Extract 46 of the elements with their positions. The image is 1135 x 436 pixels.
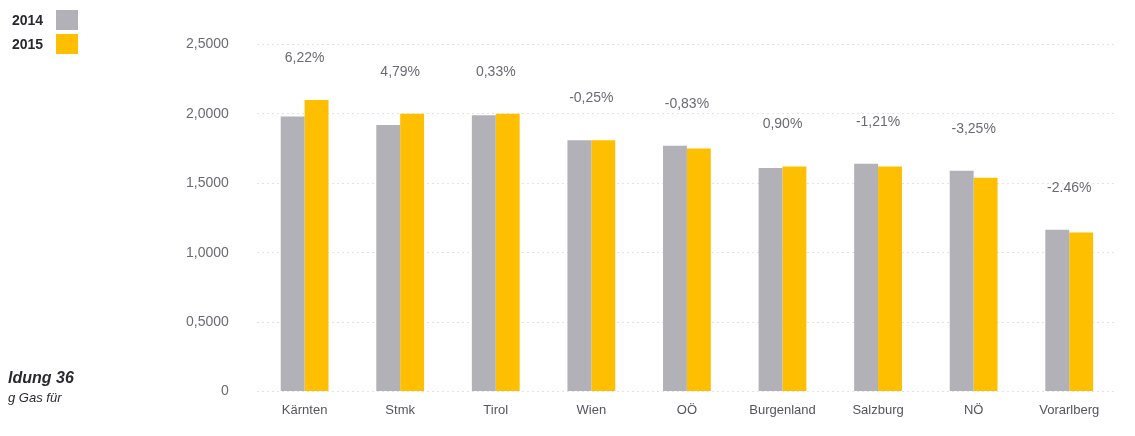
annotation: -3,25% — [951, 119, 996, 136]
y-tick-label: 0 — [221, 382, 230, 399]
x-tick-label: OÖ — [676, 401, 698, 417]
y-tick-label: 2,5000 — [185, 35, 230, 52]
bar — [686, 148, 711, 392]
x-tick-label: Burgenland — [749, 401, 816, 417]
bar — [758, 168, 783, 392]
y-tick-label: 2,0000 — [185, 104, 230, 121]
bar — [495, 113, 520, 392]
bar — [1045, 229, 1070, 392]
annotation: 0,90% — [762, 115, 803, 132]
x-tick-label: NÖ — [963, 401, 984, 417]
y-tick-label: 1,0000 — [185, 243, 230, 260]
x-tick-label: Stmk — [385, 401, 416, 417]
x-tick-label: Vorarlberg — [1039, 401, 1100, 417]
bar — [567, 140, 592, 392]
bar — [400, 113, 425, 392]
x-tick-label: Salzburg — [852, 401, 904, 417]
bar — [878, 166, 902, 392]
annotation: -2.46% — [1047, 178, 1092, 195]
x-tick-label: Wien — [576, 401, 607, 417]
bar — [663, 145, 687, 392]
x-tick-label: Tirol — [483, 401, 509, 417]
x-tick-label: Kärnten — [281, 401, 328, 417]
bar — [854, 163, 879, 392]
annotation: -0,83% — [664, 94, 710, 111]
bar — [782, 166, 807, 392]
bar — [949, 170, 974, 392]
legend-label: 2015 — [12, 36, 45, 52]
y-tick-label: 1,5000 — [185, 174, 230, 191]
annotation: 4,79% — [380, 62, 421, 79]
bar — [471, 115, 496, 392]
annotation: -0,25% — [569, 89, 614, 106]
text: g Gas für — [8, 389, 63, 407]
bar — [376, 124, 401, 392]
text: ldung 36 — [8, 368, 74, 388]
bar — [973, 177, 998, 392]
bar — [280, 116, 305, 392]
annotation: -1,21% — [855, 112, 901, 129]
y-tick-label: 0,5000 — [185, 313, 230, 330]
bar — [1069, 232, 1094, 392]
bar — [304, 99, 329, 392]
annotation: 6,22% — [284, 48, 325, 65]
annotation: 0,33% — [475, 62, 516, 79]
legend-label: 2014 — [12, 12, 45, 28]
bar — [591, 140, 616, 392]
